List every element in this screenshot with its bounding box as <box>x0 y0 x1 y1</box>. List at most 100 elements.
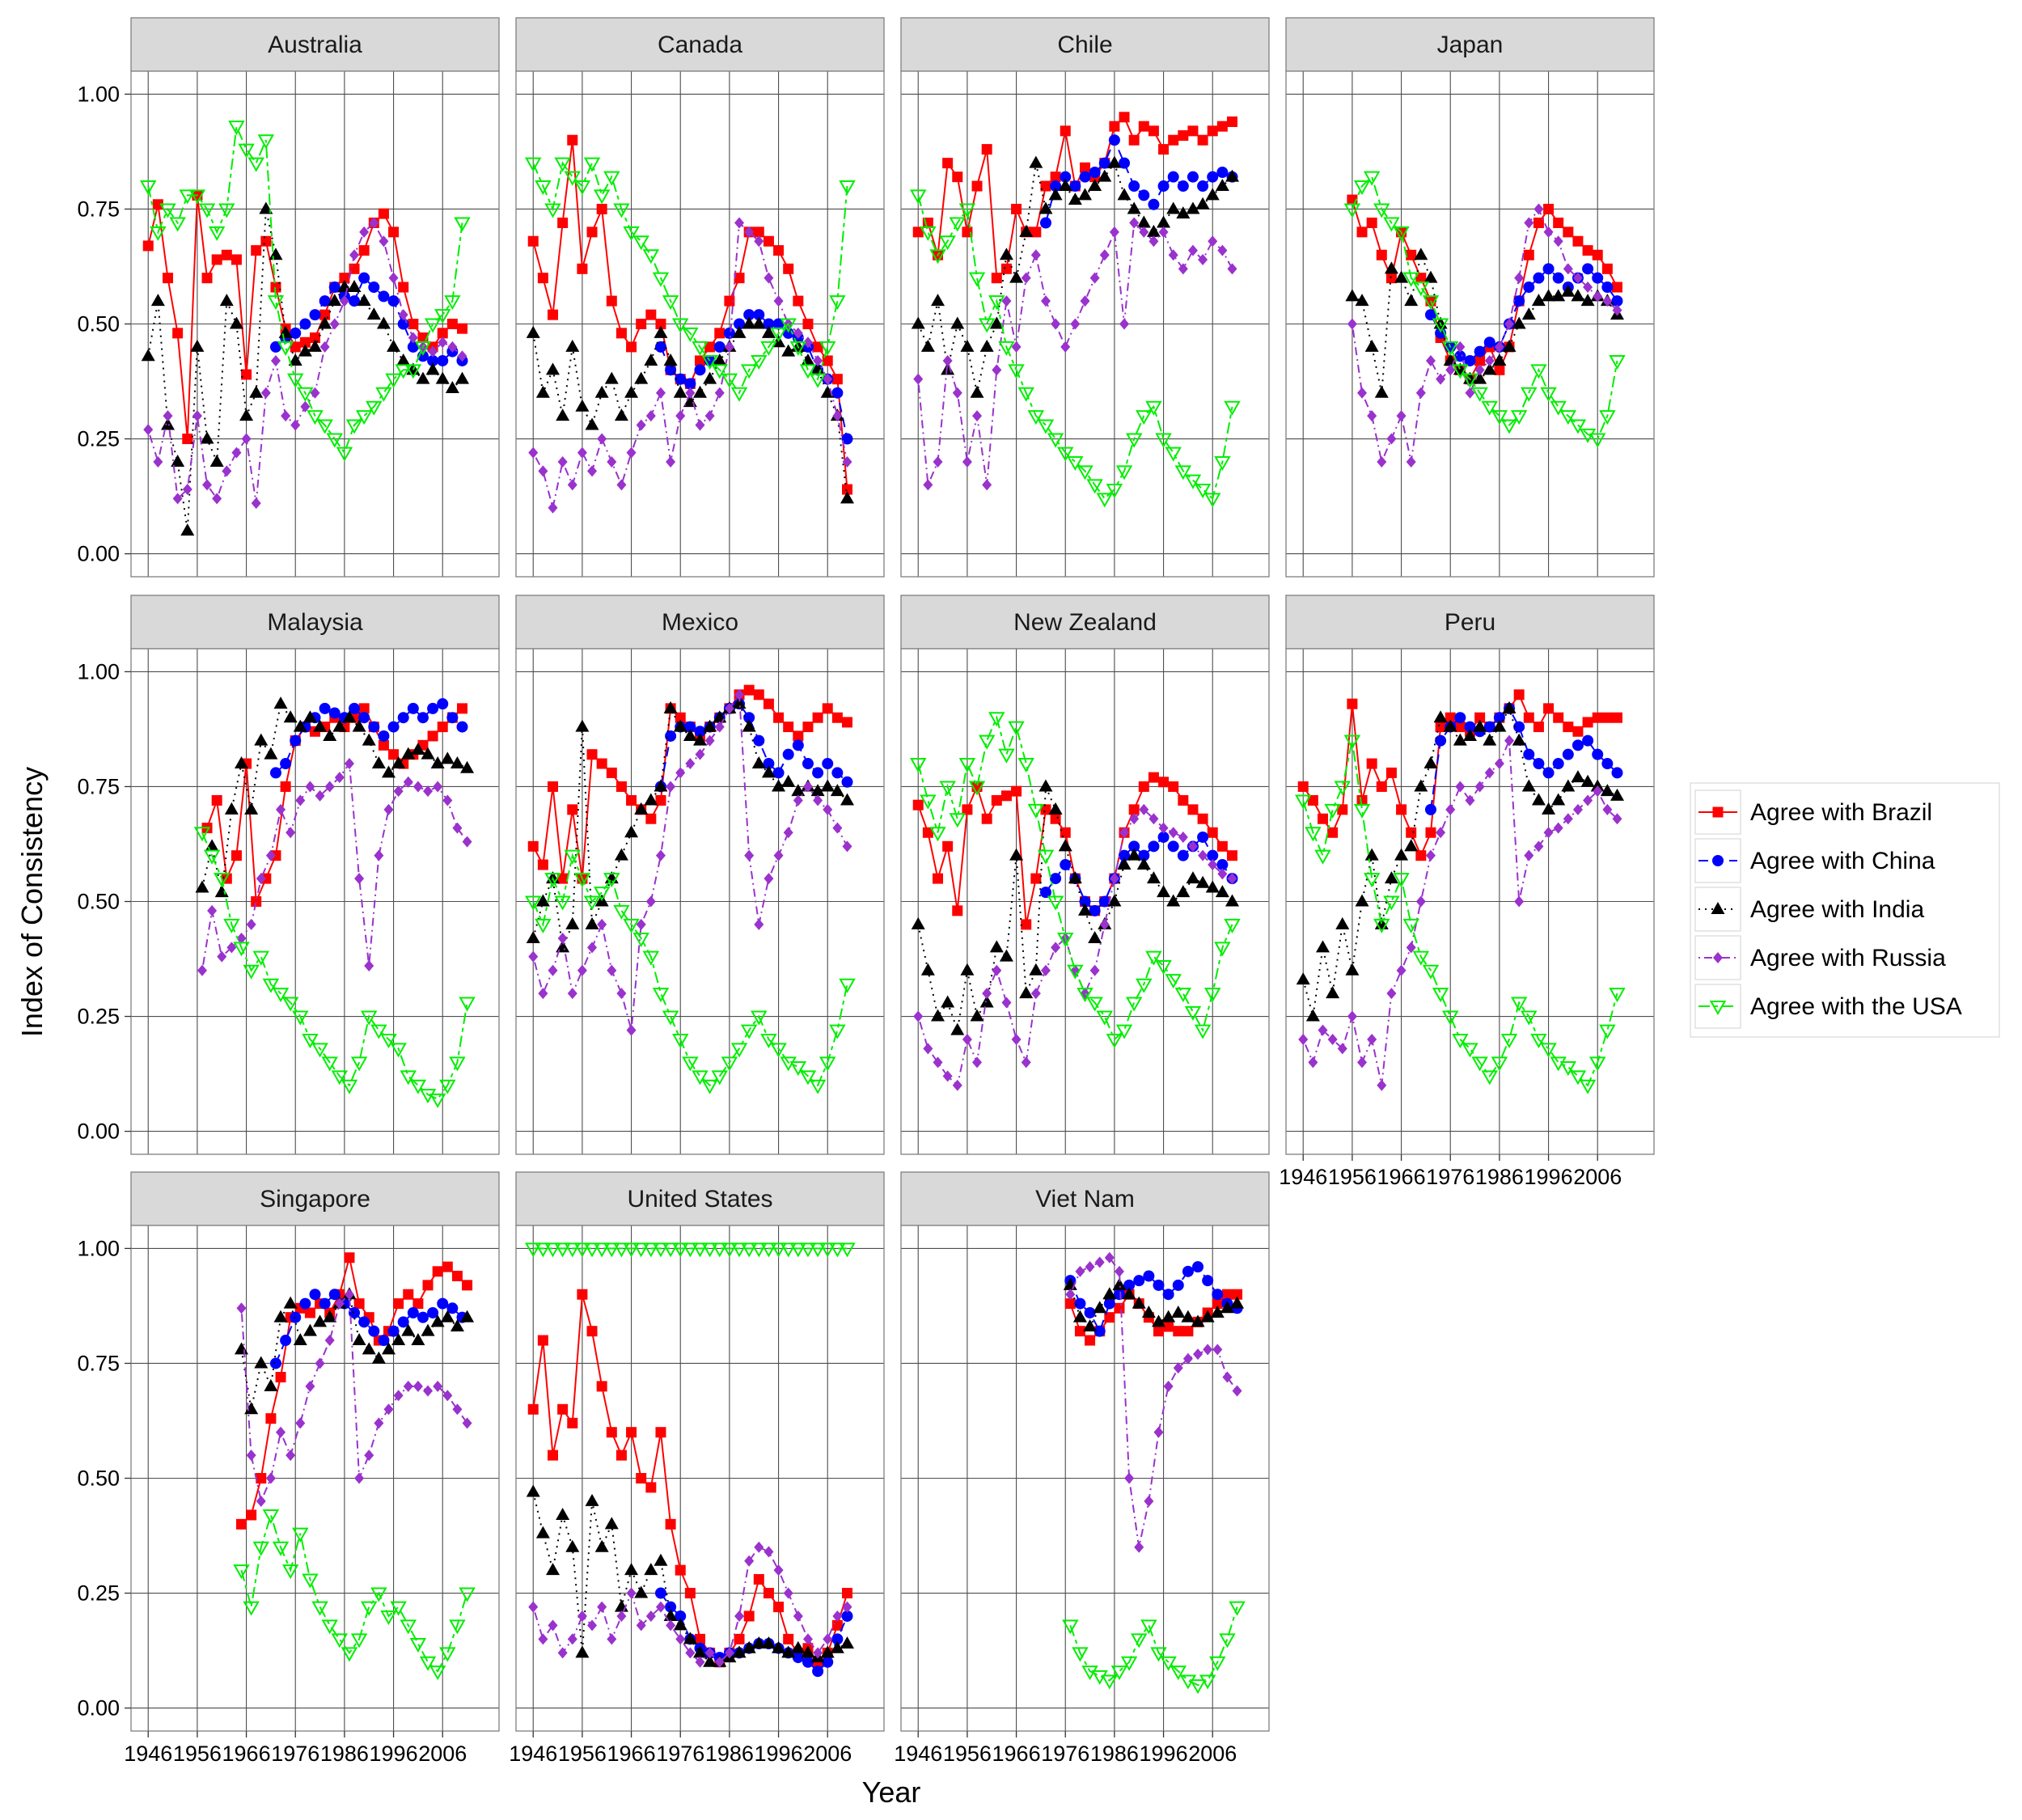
data-point <box>161 417 175 430</box>
data-point <box>1060 827 1071 838</box>
data-point <box>740 1024 758 1039</box>
data-point <box>673 1618 687 1631</box>
data-point <box>1114 1302 1125 1314</box>
series-triangle-down-open <box>233 1509 476 1681</box>
data-point <box>753 309 765 321</box>
data-point <box>1473 371 1487 384</box>
legend-box <box>1690 782 2000 1038</box>
data-point <box>734 318 746 330</box>
series-line <box>147 123 463 455</box>
data-point <box>1072 1310 1087 1323</box>
data-point <box>1533 272 1545 284</box>
data-point <box>1611 767 1623 779</box>
data-point <box>412 1380 423 1392</box>
data-point <box>1337 1043 1347 1055</box>
data-point <box>920 226 937 241</box>
data-point <box>1001 997 1012 1009</box>
data-point <box>645 895 656 908</box>
data-point <box>407 702 419 714</box>
data-point <box>212 493 222 505</box>
data-point <box>1433 710 1448 723</box>
series-diamond <box>1347 203 1622 468</box>
data-point <box>636 419 646 431</box>
data-point <box>949 217 966 232</box>
data-point <box>683 1632 697 1644</box>
data-point <box>425 362 440 375</box>
data-point <box>1080 295 1090 307</box>
data-point <box>770 1242 787 1258</box>
facet-mexico: Mexico <box>515 595 885 1155</box>
data-point <box>606 1427 617 1438</box>
data-point <box>1455 781 1466 793</box>
data-point <box>358 712 370 724</box>
data-point <box>812 1666 824 1678</box>
data-point <box>1030 249 1041 261</box>
data-point <box>585 916 599 929</box>
data-point <box>1491 1056 1508 1072</box>
data-point <box>246 1450 256 1462</box>
data-point <box>1353 180 1371 196</box>
data-point <box>1062 1619 1079 1635</box>
data-point <box>223 918 240 933</box>
data-point <box>655 1427 666 1438</box>
data-point <box>623 918 640 933</box>
data-point <box>241 369 252 380</box>
x-tick-label: 1966 <box>992 1742 1041 1766</box>
data-point <box>272 988 290 1003</box>
data-point <box>1345 963 1360 976</box>
data-point <box>1207 171 1219 183</box>
data-point <box>1376 249 1387 260</box>
data-point <box>197 964 207 976</box>
data-point <box>557 218 569 228</box>
series-line <box>1351 207 1618 465</box>
panel-border <box>900 70 1270 578</box>
x-tick-label: 1976 <box>1041 1742 1089 1766</box>
series-triangle-up <box>1063 1277 1245 1331</box>
data-point <box>328 294 342 307</box>
y-axis-title: Index of Consistency <box>15 767 49 1037</box>
data-point <box>1224 918 1241 933</box>
data-point <box>1530 364 1547 379</box>
data-point <box>321 1056 338 1072</box>
data-point <box>939 781 956 796</box>
data-point <box>1474 355 1486 366</box>
data-point <box>703 719 717 732</box>
series-line <box>1302 740 1618 1087</box>
data-point <box>942 840 954 852</box>
data-point <box>998 341 1015 356</box>
data-point <box>1443 719 1457 732</box>
data-point <box>292 1527 309 1543</box>
data-point <box>1107 155 1122 168</box>
data-point <box>1582 717 1593 728</box>
data-point <box>703 1654 717 1667</box>
data-point <box>1131 1633 1148 1649</box>
data-point <box>819 1242 836 1258</box>
data-point <box>1224 400 1241 416</box>
data-point <box>1150 1647 1167 1662</box>
facet-title: Australia <box>268 32 362 58</box>
data-point <box>411 743 425 755</box>
data-point <box>724 1647 734 1659</box>
data-point <box>693 733 707 746</box>
data-point <box>1098 169 1112 182</box>
data-point <box>1195 197 1210 210</box>
data-point <box>1297 781 1309 792</box>
data-point <box>305 1380 315 1392</box>
data-point <box>1589 1056 1606 1072</box>
data-point <box>724 295 735 307</box>
data-point <box>770 327 787 342</box>
data-point <box>960 963 975 976</box>
data-point <box>1017 758 1034 773</box>
data-point <box>1114 1265 1124 1277</box>
x-tick-label: 1946 <box>124 1742 172 1766</box>
data-point <box>450 756 464 769</box>
data-point <box>962 1033 972 1045</box>
series-triangle-down-open <box>140 121 471 462</box>
data-point <box>952 171 963 183</box>
data-point <box>1119 318 1130 330</box>
data-point <box>288 353 302 366</box>
facet-strip <box>515 595 885 650</box>
data-point <box>952 1079 962 1091</box>
data-point <box>823 373 833 385</box>
data-point <box>378 208 389 219</box>
